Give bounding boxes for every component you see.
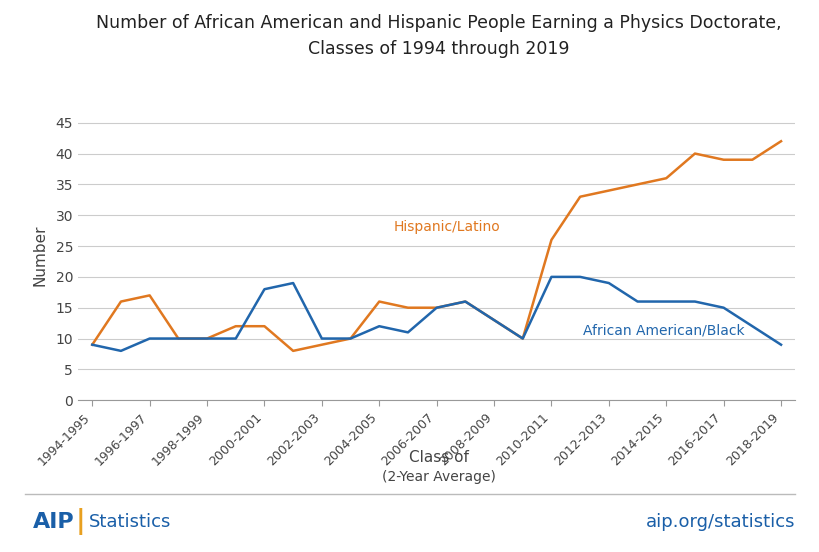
Text: Class of: Class of [408, 450, 468, 465]
Text: Statistics: Statistics [88, 513, 170, 530]
Text: aip.org/statistics: aip.org/statistics [645, 513, 794, 530]
Text: Hispanic/Latino: Hispanic/Latino [393, 220, 500, 233]
Text: African American/Black: African American/Black [582, 323, 744, 337]
Text: (2-Year Average): (2-Year Average) [382, 470, 495, 484]
Text: |: | [75, 508, 85, 535]
Text: AIP: AIP [33, 512, 75, 532]
Y-axis label: Number: Number [32, 225, 47, 286]
Text: Number of African American and Hispanic People Earning a Physics Doctorate,
Clas: Number of African American and Hispanic … [96, 14, 781, 58]
